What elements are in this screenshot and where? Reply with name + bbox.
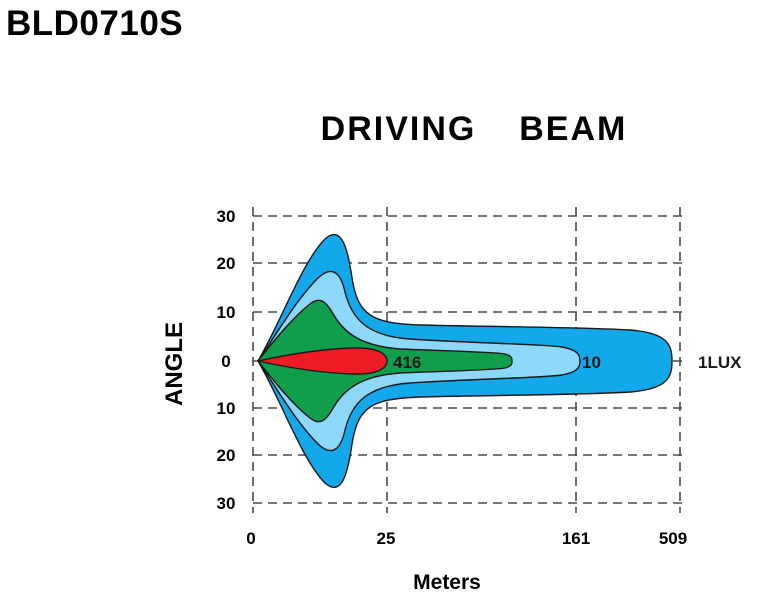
y-tick: 10 xyxy=(217,303,236,322)
lux-label-416: 416 xyxy=(393,353,421,372)
product-code: BLD0710S xyxy=(6,4,184,43)
contour-labels: 416 10 1LUX xyxy=(393,353,742,372)
lux-label-1lux: 1LUX xyxy=(698,353,742,372)
y-tick: 10 xyxy=(217,399,236,418)
contour-core xyxy=(257,347,388,375)
x-tick: 161 xyxy=(562,529,590,548)
y-tick: 30 xyxy=(217,207,236,226)
y-tick: 0 xyxy=(221,352,230,371)
y-tick: 20 xyxy=(217,446,236,465)
beam-contours xyxy=(257,233,673,489)
lux-label-10: 10 xyxy=(582,353,601,372)
y-tick: 30 xyxy=(217,494,236,513)
y-axis-label: ANGLE xyxy=(161,322,188,406)
y-axis-ticks: 30 20 10 0 10 20 30 xyxy=(217,207,236,513)
x-axis-label: Meters xyxy=(413,571,481,594)
x-tick: 25 xyxy=(377,529,396,548)
x-tick: 509 xyxy=(659,529,687,548)
x-axis-ticks: 0 25 161 509 xyxy=(246,529,687,548)
x-tick: 0 xyxy=(246,529,255,548)
chart-title: DRIVING BEAM xyxy=(320,110,628,148)
y-tick: 20 xyxy=(217,254,236,273)
